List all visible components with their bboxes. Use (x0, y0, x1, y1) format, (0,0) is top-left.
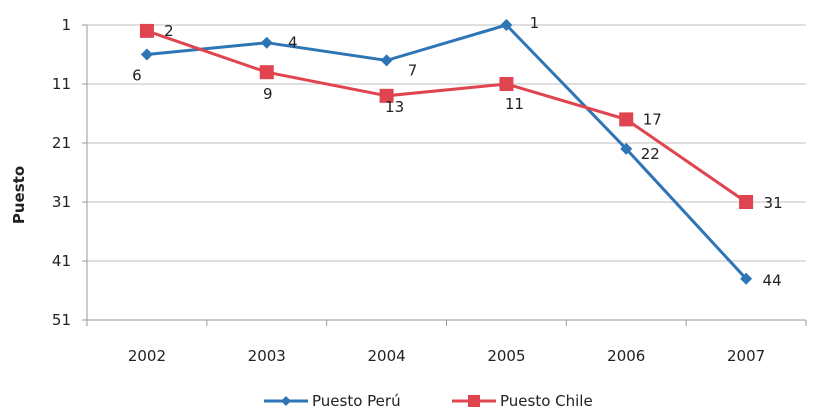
x-tick-label: 2007 (727, 347, 765, 365)
x-tick-label: 2002 (128, 347, 166, 365)
y-tick-label: 51 (52, 311, 71, 329)
data-point (740, 272, 753, 285)
data-point (379, 88, 394, 103)
y-tick-label: 41 (52, 252, 71, 270)
data-point (619, 112, 634, 127)
y-tick-label: 31 (52, 193, 71, 211)
legend-marker (281, 396, 291, 406)
legend: Puesto Perú Puesto Chile (264, 392, 593, 409)
data-label: 22 (641, 145, 660, 163)
series-layer: 6 4 7 1 22 44 2 9 13 11 17 31 (132, 14, 782, 290)
data-point (739, 195, 754, 209)
x-tick-label: 2004 (367, 347, 405, 365)
data-point (140, 48, 153, 61)
y-axis-title: Puesto (10, 166, 28, 224)
y-tick-label: 21 (52, 134, 71, 152)
x-tick-label: 2005 (487, 347, 525, 365)
series-line (146, 29, 747, 204)
data-point (620, 142, 633, 155)
legend-label: Puesto Perú (312, 392, 401, 409)
data-point (380, 54, 393, 67)
legend-item: Puesto Perú (264, 392, 401, 409)
data-label: 17 (643, 110, 662, 128)
data-label: 6 (132, 67, 142, 85)
gridlines (82, 24, 807, 326)
data-label: 2 (164, 22, 174, 40)
legend-label: Puesto Chile (500, 392, 593, 409)
data-label: 11 (505, 95, 524, 113)
legend-marker (468, 395, 480, 407)
series-chile: 2 9 13 11 17 31 (139, 22, 783, 212)
x-tick-label: 2006 (607, 347, 645, 365)
data-point (500, 19, 513, 31)
data-point (499, 77, 514, 91)
y-tick-label: 11 (52, 75, 71, 93)
data-point (260, 36, 273, 49)
data-label: 31 (764, 194, 783, 212)
data-label: 44 (763, 272, 782, 290)
data-label: 7 (408, 61, 418, 79)
data-label: 9 (263, 85, 273, 103)
series-peru: 6 4 7 1 22 44 (132, 14, 781, 290)
data-label: 13 (385, 98, 404, 116)
data-point (259, 65, 274, 80)
axes (86, 25, 806, 321)
series-line (146, 23, 748, 280)
y-tick-label: 1 (61, 16, 71, 34)
data-label: 1 (530, 14, 540, 32)
x-tick-label: 2003 (248, 347, 286, 365)
data-point (139, 23, 154, 38)
data-label: 4 (288, 34, 298, 52)
x-tick-labels: 2002 2003 2004 2005 2006 2007 (128, 347, 765, 365)
legend-item: Puesto Chile (452, 392, 593, 409)
